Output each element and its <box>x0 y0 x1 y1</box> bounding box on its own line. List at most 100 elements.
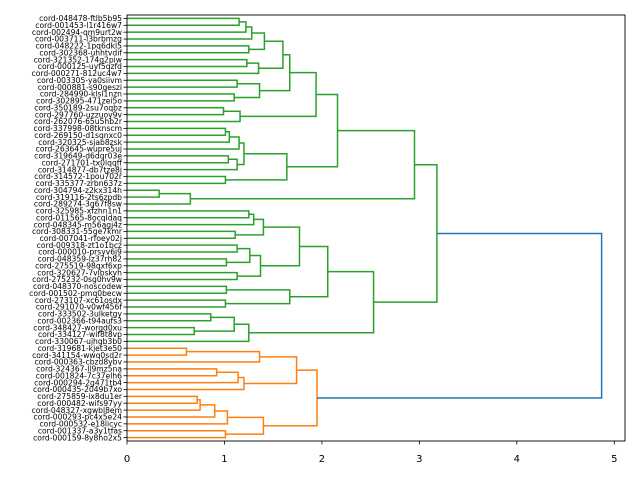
leaf-label: cord-333502-3ulketgy <box>38 310 122 319</box>
dendrogram-link <box>237 142 245 166</box>
x-tick-label: 4 <box>514 454 520 465</box>
leaf-label: cord-003711-l3brbmzg <box>35 35 122 44</box>
leaf-label: cord-334127-wif8t8vp <box>38 330 122 339</box>
dendrogram-link <box>263 369 318 427</box>
leaf-label: cord-289274-3g67f8sw <box>34 200 122 209</box>
leaf-label: cord-000010-prsyv6j9 <box>38 248 122 257</box>
x-tick-label: 2 <box>319 454 325 465</box>
leaf-label: cord-000532-e18licyc <box>40 420 123 429</box>
leaf-label: cord-000293-pc4x5e24 <box>33 413 122 422</box>
leaf-label: cord-314572-1pou702r <box>34 172 123 181</box>
leaf-label: cord-262076-65u5hb2r <box>34 117 123 126</box>
leaf-label: cord-001502-pmq0becw <box>29 289 122 298</box>
leaf-label: cord-000271-812uc4w7 <box>32 69 123 78</box>
leaf-label: cord-291070-v0wf456f <box>36 303 123 312</box>
dendrogram-link <box>127 210 250 219</box>
leaf-label: cord-330067-ujhgb3b0 <box>35 337 122 346</box>
leaf-label: cord-000294-2g471tb4 <box>34 378 122 387</box>
dendrogram-link <box>260 226 301 267</box>
leaf-label: cord-001453-l1r416w7 <box>35 21 122 30</box>
dendrogram-link <box>127 313 212 322</box>
dendrogram-link <box>127 285 228 295</box>
dendrogram-link <box>127 107 225 116</box>
dendrogram-link <box>127 258 228 267</box>
dendrogram-link <box>127 399 201 411</box>
leaf-label: cord-275859-ix8du1er <box>37 392 123 401</box>
leaf-label: cord-284990-klsl1nzn <box>40 90 122 99</box>
leaf-label: cord-000125-uyf5qzfd <box>38 62 122 71</box>
leaf-label: cord-319681-kjet3e50 <box>38 344 123 353</box>
leaf-label: cord-000363-cbzd8ybv <box>34 358 122 367</box>
dendrogram-link <box>127 395 198 404</box>
dendrogram-link <box>237 254 262 277</box>
leaf-label: cord-048370-noscodew <box>33 282 122 291</box>
leaf-label: cord-275232-0sg0hv9w <box>32 275 122 284</box>
leaf-label: cord-048327-xgwbl8em <box>32 406 122 415</box>
leaf-label: cord-000159-8y8ho2x5 <box>33 433 122 442</box>
leaf-label: cord-007041-rfoey02j <box>40 234 122 243</box>
leaf-label: cord-002366-t94aufs3 <box>37 316 122 325</box>
dendrogram-link <box>373 163 438 303</box>
leaf-label: cord-308331-55ge7kmr <box>32 227 123 236</box>
dendrogram-link <box>127 230 236 240</box>
leaf-label: cord-011565-8ocqldaq <box>36 213 122 222</box>
dendrogram-link <box>289 245 329 298</box>
dendrogram-link <box>127 131 231 143</box>
leaf-label: cord-000482-wifs97yy <box>37 399 122 408</box>
dendrogram-link <box>127 213 255 226</box>
dendrogram-link <box>127 244 238 253</box>
dendrogram-link <box>127 189 160 198</box>
leaf-label: cord-263645-wupre5uj <box>36 145 122 154</box>
leaf-label: cord-001337-a3y1tfas <box>38 426 122 435</box>
leaf-label: cord-319649-d6dqr03e <box>34 152 122 161</box>
dendrogram-link <box>127 192 192 205</box>
dendrogram-link <box>190 129 416 200</box>
leaf-label: cord-000881-s90geszi <box>38 83 122 92</box>
dendrogram-link <box>127 155 230 164</box>
leaf-label: cord-321352-174q2piw <box>34 55 122 64</box>
dendrogram-link <box>127 376 245 391</box>
dendrogram-link <box>127 79 238 88</box>
dendrogram-link <box>127 158 238 171</box>
leaf-label: cord-048222-1pq6dkl5 <box>35 42 122 51</box>
leaf-label: cord-048359-lz37rh82 <box>38 255 122 264</box>
leaf-label: cord-324367-ll9mz5na <box>36 365 122 374</box>
dendrogram-link <box>127 326 195 336</box>
dendrogram-link <box>225 152 288 181</box>
x-tick-label: 5 <box>611 454 617 465</box>
plot-frame <box>126 14 626 442</box>
dendrogram-link <box>127 58 248 68</box>
leaf-label: cord-320325-sjab8zsk <box>38 138 122 147</box>
leaf-label: cord-314877-db7tze8j <box>38 165 122 174</box>
leaf-label: cord-335377-zrbn637z <box>36 179 122 188</box>
dendrogram-link <box>127 45 250 54</box>
leaf-label: cord-297760-uzzuoy9v <box>35 110 123 119</box>
x-axis: 0 1 2 3 4 5 <box>124 441 617 465</box>
leaf-label: cord-000435-2049b7xo <box>33 385 122 394</box>
dendrogram-link <box>243 356 298 385</box>
dendrogram-link <box>127 21 247 33</box>
dendrogram-link <box>235 218 265 236</box>
dendrogram-link <box>127 175 227 185</box>
dendrogram-link <box>127 368 218 377</box>
dendrogram-link <box>286 93 339 168</box>
leaf-label: cord-003305-ya0siivm <box>37 76 122 85</box>
leaf-label: cord-302895-471zei5o <box>36 97 122 106</box>
leaf-label: cord-048478-ftlb5b95 <box>39 14 122 23</box>
leaf-labels: cord-048478-ftlb5b95cord-001453-l1r416w7… <box>29 14 127 442</box>
leaf-label: cord-302368-uhhtvdif <box>39 48 122 57</box>
dendrogram-link <box>127 93 235 102</box>
x-tick-label: 3 <box>416 454 422 465</box>
dendrogram-link <box>248 270 375 334</box>
leaf-label: cord-325985-xfzhn1n1 <box>36 207 123 216</box>
leaf-label: cord-273107-xc61osdx <box>35 296 123 305</box>
dendrogram-link <box>127 350 261 363</box>
dendrogram-link <box>234 82 261 99</box>
leaf-label: cord-271701-tx0lqqff <box>42 158 123 167</box>
dendrogram-link <box>317 232 603 399</box>
dendrogram-link <box>226 247 251 264</box>
dendrogram-link <box>127 136 240 150</box>
leaf-label: cord-009318-zt1o1bcz <box>37 241 122 250</box>
dendrogram-links <box>127 17 603 439</box>
dendrogram-link <box>225 416 265 435</box>
